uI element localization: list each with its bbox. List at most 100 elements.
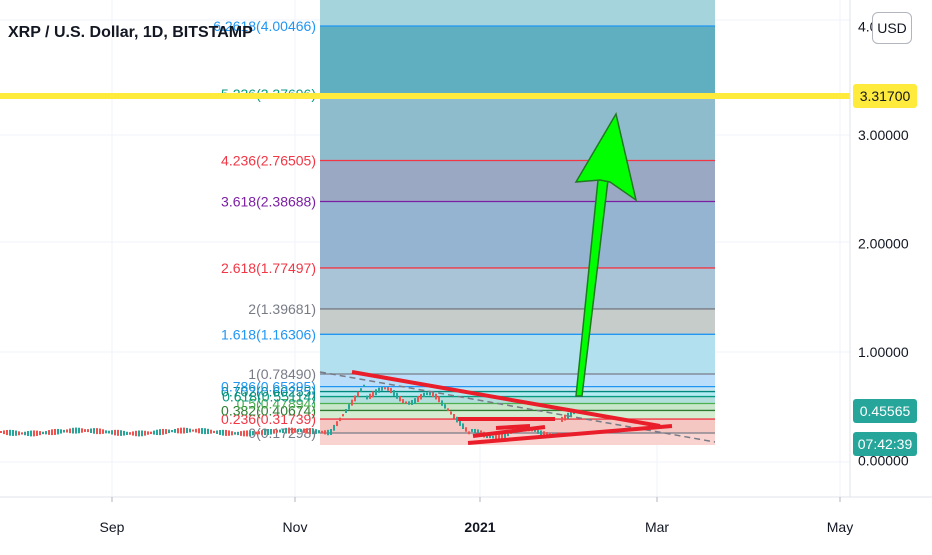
candle xyxy=(561,416,563,422)
candle xyxy=(294,428,296,433)
candle xyxy=(207,428,209,435)
time-tick-label: Nov xyxy=(283,519,308,535)
trendline-upper[interactable] xyxy=(351,370,661,428)
candle xyxy=(372,391,374,398)
candle xyxy=(225,429,227,436)
candle xyxy=(453,414,455,419)
candle xyxy=(357,391,359,397)
fib-level-label: 0.236(0.31739) xyxy=(221,411,316,427)
candle xyxy=(195,428,197,433)
candle xyxy=(123,430,125,436)
fib-zone xyxy=(320,334,715,374)
time-tick-label: Mar xyxy=(645,519,669,535)
candle xyxy=(66,429,68,433)
candle xyxy=(12,430,14,436)
candle xyxy=(150,431,152,435)
chart-title: XRP / U.S. Dollar, 1D, BITSTAMP xyxy=(8,24,253,41)
candle xyxy=(441,400,443,406)
candle xyxy=(342,414,344,417)
time-axis[interactable]: Sep Nov 2021 Mar May xyxy=(0,496,932,535)
highlight-price-badge: 3.31700 xyxy=(853,84,917,108)
highlight-price-badge-bg xyxy=(853,84,917,108)
candle xyxy=(183,427,185,434)
candle xyxy=(159,429,161,436)
last-price-label: 0.45565 xyxy=(860,403,911,419)
candle xyxy=(327,429,329,436)
fib-zone xyxy=(320,0,715,26)
candle xyxy=(219,430,221,435)
candle xyxy=(417,395,419,402)
candle xyxy=(21,432,23,435)
candle xyxy=(495,435,497,440)
fib-level-label: 2.618(1.77497) xyxy=(221,260,316,276)
candle xyxy=(27,431,29,436)
candle xyxy=(216,430,218,434)
candle xyxy=(405,401,407,404)
candle xyxy=(252,431,254,436)
candle xyxy=(246,430,248,437)
candle xyxy=(6,429,8,436)
candle xyxy=(459,419,461,426)
candle xyxy=(396,392,398,399)
candle xyxy=(177,428,179,434)
dashed-trendline[interactable] xyxy=(319,371,716,443)
candle xyxy=(114,429,116,436)
trendlines[interactable] xyxy=(351,370,673,445)
fib-zone xyxy=(320,94,715,161)
candle xyxy=(321,430,323,434)
candle xyxy=(354,395,356,402)
candle xyxy=(456,416,458,423)
candle xyxy=(339,417,341,422)
candle xyxy=(507,431,509,437)
candle xyxy=(375,389,377,396)
candle xyxy=(351,399,353,406)
candle xyxy=(93,428,95,434)
fib-level-label: 6.2618(4.00466) xyxy=(213,18,316,34)
candle xyxy=(348,404,350,410)
candle xyxy=(279,429,281,433)
candle xyxy=(186,427,188,434)
candle xyxy=(312,428,314,435)
candle xyxy=(324,430,326,435)
trendline-range-mid[interactable] xyxy=(472,425,546,438)
currency-button[interactable]: USD xyxy=(872,12,912,44)
candle xyxy=(120,430,122,436)
arrow-head xyxy=(574,112,638,202)
candle xyxy=(156,429,158,436)
candle xyxy=(180,427,182,434)
candle xyxy=(255,431,257,435)
fib-level-label: 4.236(2.76505) xyxy=(221,152,316,168)
candle xyxy=(297,429,299,433)
candle xyxy=(60,429,62,434)
trendline-lower[interactable] xyxy=(467,424,673,445)
time-tick-label: Sep xyxy=(100,519,125,535)
candle xyxy=(444,404,446,409)
candle xyxy=(369,393,371,399)
candle xyxy=(276,429,278,433)
candle xyxy=(402,399,404,404)
candle xyxy=(378,387,380,393)
candle xyxy=(42,431,44,435)
candle xyxy=(231,431,233,436)
candle xyxy=(84,429,86,432)
candle xyxy=(270,428,272,435)
candle xyxy=(426,392,428,396)
candle xyxy=(234,432,236,435)
candle xyxy=(168,429,170,434)
candle xyxy=(366,395,368,400)
trendline-range-short[interactable] xyxy=(495,424,531,430)
candle xyxy=(147,431,149,435)
candle xyxy=(408,401,410,405)
candle xyxy=(258,431,260,435)
arrow-up-icon[interactable] xyxy=(574,112,638,397)
candle xyxy=(387,387,389,391)
candle xyxy=(222,429,224,436)
candle xyxy=(381,386,383,391)
fib-lines xyxy=(320,25,715,434)
candle xyxy=(96,428,98,435)
candle xyxy=(414,398,416,404)
candle xyxy=(288,427,290,434)
